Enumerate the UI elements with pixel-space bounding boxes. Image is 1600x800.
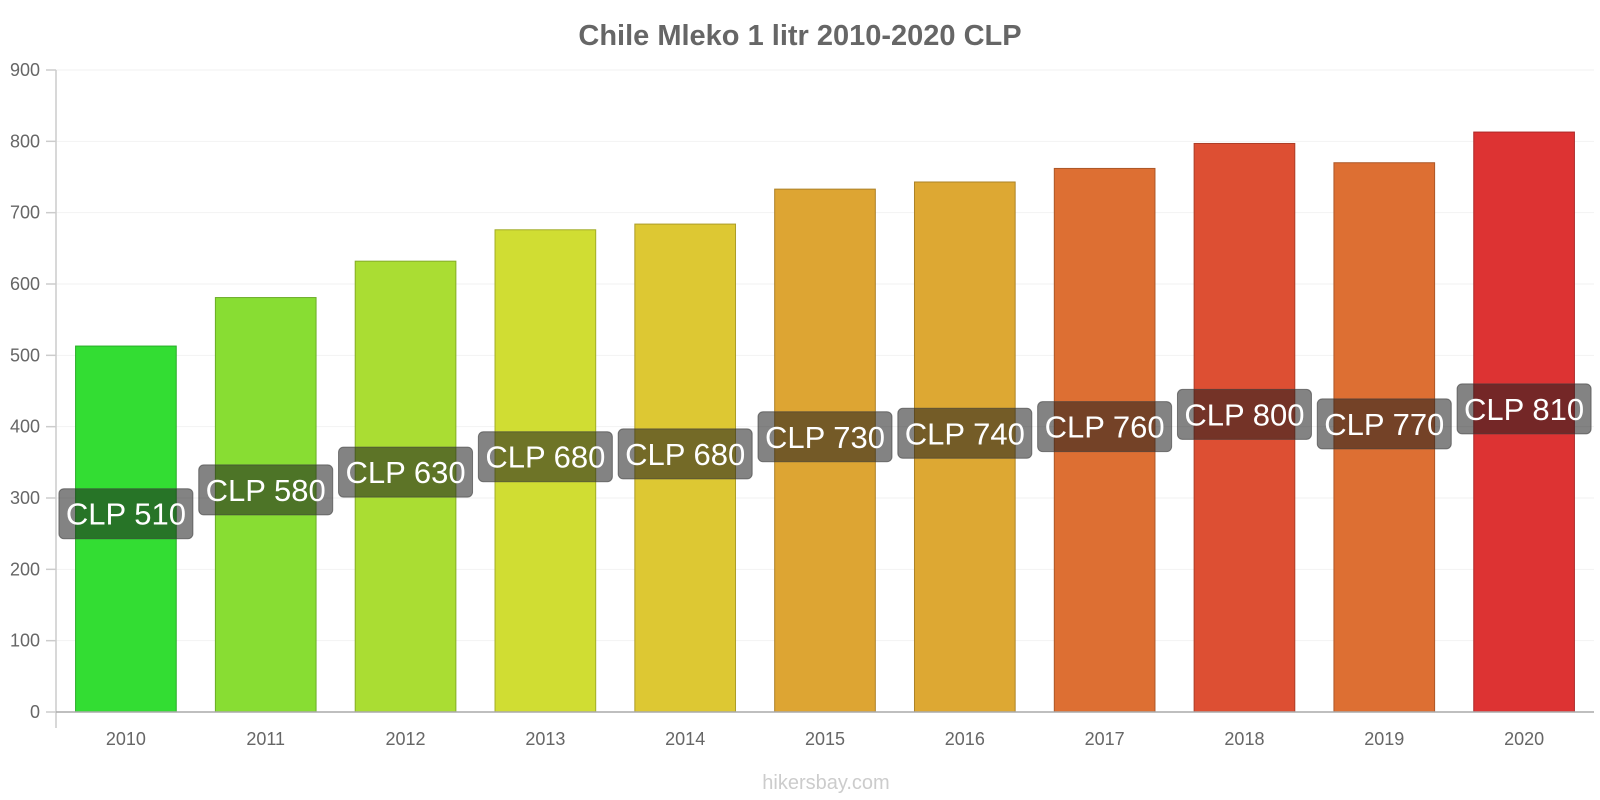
data-label: CLP 760 <box>1045 410 1165 445</box>
chart-title: Chile Mleko 1 litr 2010-2020 CLP <box>578 20 1021 52</box>
data-label-box <box>897 407 1033 459</box>
data-label-box <box>617 428 753 480</box>
data-label: CLP 680 <box>625 437 745 472</box>
x-tick-label: 2012 <box>386 729 426 749</box>
data-label-box <box>198 464 334 516</box>
x-tick-label: 2013 <box>525 729 565 749</box>
data-label-box <box>757 411 893 463</box>
data-label: CLP 810 <box>1464 392 1584 427</box>
y-tick-label: 400 <box>10 417 40 437</box>
x-tick-label: 2019 <box>1364 729 1404 749</box>
x-axis-ticks: 2010 2011 2012 2013 2014 2015 2016 2017 2018 2019… <box>106 729 1544 749</box>
data-label-box <box>58 488 194 540</box>
data-label: CLP 510 <box>66 497 186 532</box>
source-watermark: hikersbay.com <box>762 772 889 794</box>
x-tick-label: 2016 <box>945 729 985 749</box>
y-tick-label: 700 <box>10 203 40 223</box>
data-label-box <box>1456 383 1592 435</box>
y-axis-ticks: 0 100 200 300 400 500 600 700 800 900 <box>10 60 56 722</box>
y-tick-label: 600 <box>10 274 40 294</box>
data-label: CLP 770 <box>1324 407 1444 442</box>
data-label: CLP 680 <box>485 440 605 475</box>
data-label-box <box>1316 398 1452 450</box>
y-tick-label: 900 <box>10 60 40 80</box>
data-label-box <box>1176 388 1312 440</box>
data-label: CLP 730 <box>765 420 885 455</box>
data-label: CLP 740 <box>905 416 1025 451</box>
y-tick-label: 300 <box>10 488 40 508</box>
data-label: CLP 630 <box>345 455 465 490</box>
x-tick-label: 2017 <box>1085 729 1125 749</box>
data-label-box <box>477 431 613 483</box>
x-tick-label: 2010 <box>106 729 146 749</box>
x-tick-label: 2015 <box>805 729 845 749</box>
y-tick-label: 800 <box>10 131 40 151</box>
data-label-box <box>338 446 474 498</box>
data-label: CLP 800 <box>1184 397 1304 432</box>
y-tick-label: 0 <box>30 702 40 722</box>
x-tick-label: 2020 <box>1504 729 1544 749</box>
data-label-box <box>1037 401 1173 453</box>
data-label: CLP 580 <box>206 473 326 508</box>
data-labels: CLP 510 CLP 580 CLP 630 CLP 680 CLP 680 CLP 7… <box>58 383 1592 540</box>
x-tick-label: 2011 <box>246 729 285 749</box>
y-tick-label: 500 <box>10 345 40 365</box>
y-tick-label: 100 <box>10 631 40 651</box>
x-tick-label: 2018 <box>1224 729 1264 749</box>
x-tick-label: 2014 <box>665 729 705 749</box>
y-tick-label: 200 <box>10 559 40 579</box>
